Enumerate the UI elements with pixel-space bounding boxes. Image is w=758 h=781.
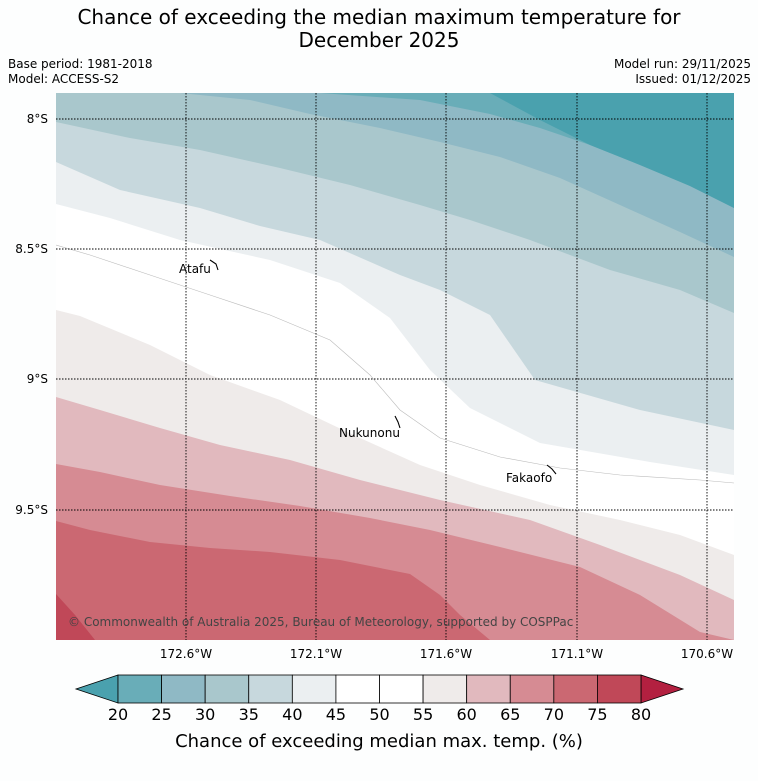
title-line-2: December 2025 bbox=[298, 28, 460, 52]
graticule bbox=[56, 93, 734, 640]
base-period: Base period: 1981-2018 bbox=[8, 57, 153, 71]
colorbar-bin-70-75 bbox=[553, 674, 598, 704]
contour-band-75-80 bbox=[56, 594, 95, 640]
lat-label-8s: 8°S bbox=[27, 112, 48, 126]
lon-label-171-1w: 171.1°W bbox=[551, 647, 603, 661]
colorbar-tick-80: 80 bbox=[631, 705, 651, 724]
lon-label-172-6w: 172.6°W bbox=[160, 647, 212, 661]
colorbar-bin-40-45 bbox=[291, 674, 337, 704]
fakaofo-coastline bbox=[546, 464, 557, 475]
atafu-coastline bbox=[209, 259, 219, 271]
colorbar-tick-35: 35 bbox=[239, 705, 259, 724]
colorbar-tick-65: 65 bbox=[500, 705, 520, 724]
place-label-atafu: Atafu bbox=[179, 262, 211, 276]
colorbar-tick-55: 55 bbox=[413, 705, 433, 724]
lon-label-171-6w: 171.6°W bbox=[420, 647, 472, 661]
title-line-1: Chance of exceeding the median maximum t… bbox=[77, 5, 681, 29]
contour-line-50 bbox=[56, 244, 734, 484]
colorbar-bin-60-65 bbox=[466, 674, 511, 704]
colorbar-tick-75: 75 bbox=[587, 705, 607, 724]
colorbar-bin-20-25 bbox=[117, 674, 162, 704]
colorbar-tick-60: 60 bbox=[456, 705, 476, 724]
contour-band-below-20 bbox=[490, 93, 734, 208]
contour-band-70-75 bbox=[56, 521, 490, 640]
contour-field bbox=[56, 93, 734, 640]
colorbar-bin-25-30 bbox=[161, 674, 206, 704]
model-name: Model: ACCESS-S2 bbox=[8, 72, 120, 86]
lat-label-8-5s: 8.5°S bbox=[15, 242, 48, 256]
issued-date: Issued: 01/12/2025 bbox=[635, 72, 751, 86]
colorbar-bin-35-40 bbox=[248, 674, 293, 704]
colorbar-high-extend bbox=[640, 674, 685, 704]
atoll-coastlines bbox=[209, 259, 557, 475]
meta-left: Base period: 1981-2018 Model: ACCESS-S2 bbox=[8, 57, 153, 87]
nukunonu-coastline bbox=[394, 415, 401, 429]
lat-label-9-5s: 9.5°S bbox=[15, 503, 48, 517]
place-label-fakaofo: Fakaofo bbox=[506, 471, 552, 485]
colorbar-bin-55-60 bbox=[422, 674, 468, 704]
colorbar-bin-65-70 bbox=[509, 674, 555, 704]
meta-right: Model run: 29/11/2025 Issued: 01/12/2025 bbox=[614, 57, 751, 87]
colorbar-title: Chance of exceeding median max. temp. (%… bbox=[175, 731, 583, 752]
lon-label-170-6w: 170.6°W bbox=[681, 647, 733, 661]
colorbar-bin-45-50 bbox=[335, 674, 380, 704]
colorbar-bin-75-80 bbox=[597, 674, 642, 704]
colorbar-tick-45: 45 bbox=[326, 705, 346, 724]
colorbar: 20 25 30 35 40 45 50 55 60 65 70 75 80 Chance of exc… bbox=[74, 674, 685, 752]
colorbar-bin-30-35 bbox=[204, 674, 250, 704]
colorbar-low-extend bbox=[74, 674, 119, 704]
colorbar-tick-50: 50 bbox=[369, 705, 389, 724]
colorbar-tick-40: 40 bbox=[282, 705, 302, 724]
model-run: Model run: 29/11/2025 bbox=[613, 57, 751, 71]
lat-label-9s: 9°S bbox=[27, 372, 48, 386]
colorbar-tick-20: 20 bbox=[108, 705, 128, 724]
colorbar-tick-30: 30 bbox=[195, 705, 215, 724]
colorbar-bin-50-55 bbox=[379, 674, 424, 704]
chart-title: Chance of exceeding the median maximum t… bbox=[0, 6, 758, 52]
copyright-notice: © Commonwealth of Australia 2025, Bureau… bbox=[68, 615, 573, 629]
colorbar-tick-25: 25 bbox=[151, 705, 171, 724]
colorbar-tick-70: 70 bbox=[544, 705, 564, 724]
place-label-nukunonu: Nukunonu bbox=[339, 426, 400, 440]
lon-label-172-1w: 172.1°W bbox=[290, 647, 342, 661]
